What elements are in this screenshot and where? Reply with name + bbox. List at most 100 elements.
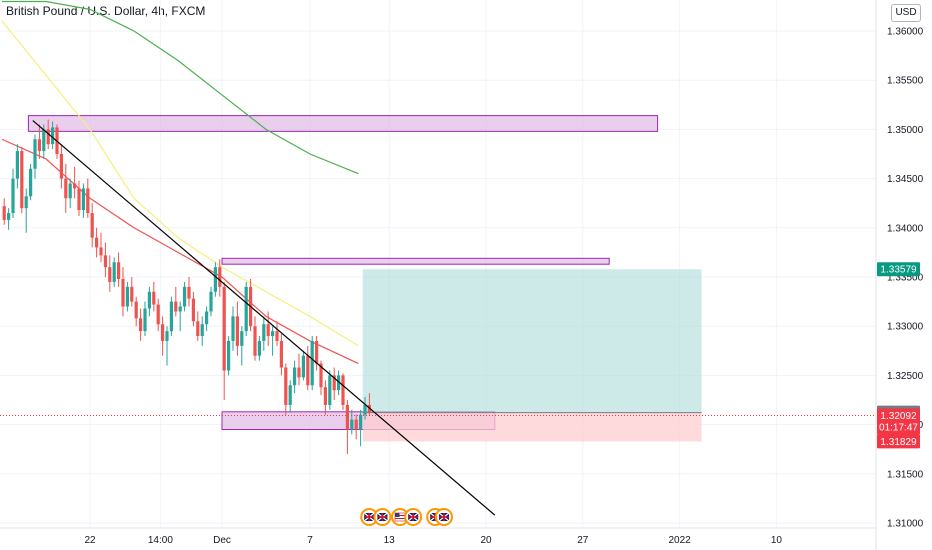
candle-body (213, 267, 217, 292)
candle-body (29, 168, 33, 197)
price-tag (877, 434, 920, 449)
candle-body (222, 286, 226, 371)
trendline[interactable] (32, 120, 496, 516)
candle-body (200, 324, 204, 337)
y-tick-label: 1.35000 (887, 125, 924, 136)
candle-body (77, 188, 81, 211)
candle-body (293, 367, 297, 386)
candle-body (134, 301, 138, 319)
candle-body (7, 213, 11, 220)
candle-body (209, 291, 213, 312)
us-flag-canton (395, 513, 400, 517)
candle-body (125, 286, 129, 307)
x-tick-label: 22 (84, 535, 96, 546)
economic-events[interactable] (360, 508, 453, 526)
candle-body (323, 387, 327, 405)
descending-trendline (32, 120, 496, 516)
candle-body (51, 127, 55, 145)
candle-body (240, 331, 244, 346)
y-tick-label: 1.33000 (887, 322, 924, 333)
y-tick-label: 1.34500 (887, 174, 924, 185)
price-tag-value: 1.31829 (880, 437, 917, 448)
x-tick-label: 14:00 (148, 535, 173, 546)
candle-body (297, 367, 301, 378)
candle-body (244, 286, 248, 332)
candle-body (257, 340, 261, 356)
candle-body (68, 183, 72, 199)
y-tick-label: 1.36000 (887, 27, 924, 38)
candle-body (59, 154, 63, 179)
y-tick-label: 1.31000 (887, 519, 924, 530)
candle-body (235, 316, 239, 346)
candle-body (275, 331, 279, 341)
y-tick-label: 1.32500 (887, 371, 924, 382)
x-tick-label: 7 (307, 535, 313, 546)
candle-body (262, 324, 266, 341)
candle-body (95, 237, 99, 248)
candle-body (363, 404, 367, 415)
price-tag (877, 408, 920, 435)
candle-body (143, 308, 147, 332)
candle-body (11, 178, 15, 214)
candles (2, 119, 371, 455)
price-tag (877, 262, 920, 277)
candle-body (161, 324, 165, 341)
candle-body (196, 321, 200, 337)
moving-average-line (2, 0, 359, 175)
candle-body (130, 286, 134, 302)
candle-body (345, 404, 349, 430)
candle-body (33, 139, 37, 169)
x-tick-label: 20 (480, 535, 492, 546)
candle-body (271, 331, 275, 337)
candle-body (315, 340, 319, 364)
candle-body (310, 340, 314, 386)
candle-body (117, 262, 121, 279)
candle-body (99, 247, 103, 256)
candle-body (367, 404, 371, 413)
candle-body (279, 340, 283, 368)
candle-body (64, 178, 68, 199)
candle-body (319, 363, 323, 388)
x-tick-label: 13 (384, 535, 396, 546)
candle-body (218, 267, 222, 287)
candle-body (108, 267, 112, 282)
price-tag-value: 1.32092 (880, 411, 917, 422)
candle-body (112, 262, 116, 282)
candle-body (354, 419, 358, 430)
candle-body (139, 318, 143, 332)
candle-body (183, 286, 187, 307)
candle-body (20, 151, 24, 209)
candle-body (288, 385, 292, 405)
candle-body (337, 375, 341, 391)
supply-demand-zone (221, 257, 610, 265)
candle-body (187, 286, 191, 299)
currency-button[interactable]: USD (891, 4, 921, 22)
candle-body (306, 355, 310, 386)
candle-body (328, 375, 332, 405)
candle-body (350, 419, 354, 430)
target-area (362, 269, 702, 413)
y-tick-label: 1.31500 (887, 469, 924, 480)
candle-body (227, 340, 231, 371)
candle-body (165, 331, 169, 341)
candle-body (46, 129, 50, 145)
candle-body (332, 375, 336, 391)
x-tick-label: Dec (213, 535, 231, 546)
candle-body (205, 311, 209, 325)
candle-body (81, 188, 85, 211)
long-position-tool[interactable] (0, 269, 876, 442)
y-tick-label: 1.34000 (887, 223, 924, 234)
candle-body (147, 291, 151, 309)
price-tag-countdown: 01:17:47 (879, 423, 918, 434)
candle-body (42, 129, 46, 152)
candle-body (2, 206, 6, 220)
candle-body (24, 196, 28, 209)
y-tick-label: 1.33500 (887, 273, 924, 284)
candle-body (121, 278, 125, 307)
candle-body (178, 306, 182, 312)
candle-body (152, 291, 156, 305)
moving-average-line (1, 20, 359, 347)
